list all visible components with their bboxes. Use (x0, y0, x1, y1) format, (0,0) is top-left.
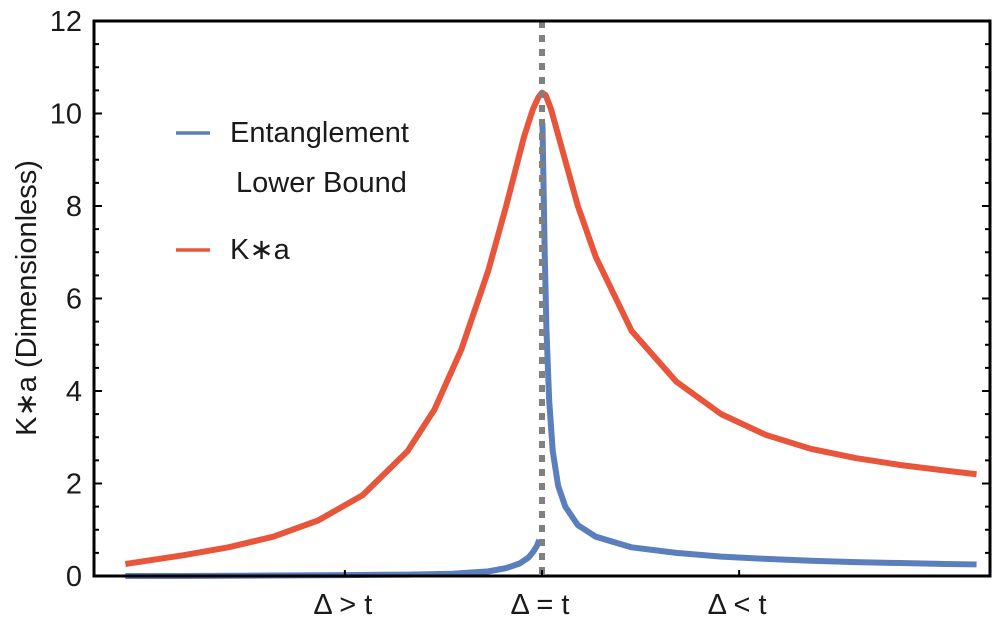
x-tick-label: Δ = t (511, 589, 570, 621)
x-tick-labels: Δ > t Δ = t Δ < t (313, 589, 766, 621)
legend: Entanglement Lower Bound K∗a (176, 117, 409, 266)
series-entanglement-branch-2 (539, 122, 977, 568)
y-tick-label: 4 (66, 376, 82, 408)
series-ka (124, 89, 977, 567)
y-tick-labels: 0 2 4 6 8 10 12 (50, 6, 82, 593)
plot-frame (92, 19, 992, 578)
y-tick-label: 6 (66, 284, 82, 316)
legend-label-entanglement-2: Lower Bound (236, 167, 407, 199)
x-tick-label: Δ < t (708, 589, 767, 621)
y-tick-label: 0 (66, 561, 82, 593)
x-tick-label: Δ > t (313, 589, 372, 621)
y-tick-label: 2 (66, 469, 82, 501)
y-tick-label: 12 (50, 6, 82, 38)
legend-label-entanglement-1: Entanglement (230, 117, 409, 149)
series-layer (124, 89, 977, 579)
y-axis-label: K∗a (Dimensionless) (11, 160, 43, 436)
axis-ticks (94, 20, 990, 577)
series-entanglement-branch-1 (125, 538, 543, 579)
legend-label-ka: K∗a (230, 234, 291, 266)
y-tick-label: 8 (66, 191, 82, 223)
y-tick-label: 10 (50, 99, 82, 131)
